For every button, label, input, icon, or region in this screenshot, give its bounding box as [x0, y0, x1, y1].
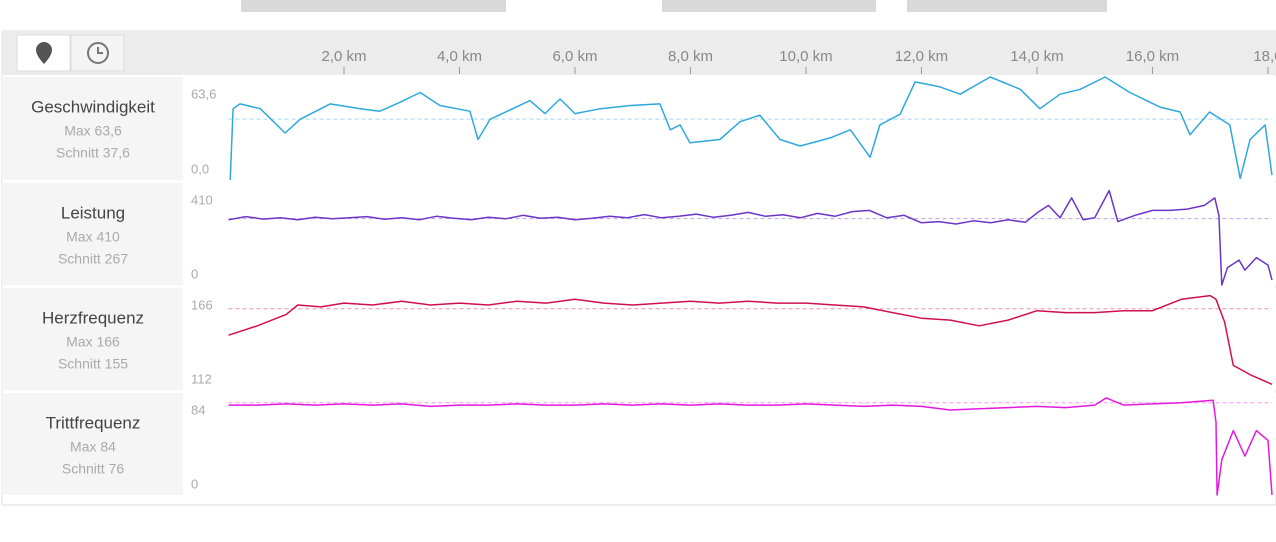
toolbar [2, 31, 1276, 75]
max-label: Max 410 [66, 229, 120, 245]
label-cell [2, 393, 183, 495]
x-tick-label: 4,0 km [437, 48, 482, 65]
x-tick-label: 8,0 km [668, 48, 713, 65]
avg-label: Schnitt 76 [62, 461, 124, 477]
data-line [228, 189, 1273, 286]
y-tick-label: 0 [191, 476, 198, 491]
map-toggle[interactable] [16, 34, 71, 72]
label-cell [2, 183, 183, 285]
placeholder-bar [907, 0, 1107, 12]
data-line [228, 294, 1273, 385]
avg-label: Schnitt 155 [58, 356, 128, 372]
x-tick-label: 2,0 km [321, 48, 366, 65]
row-title: Leistung [61, 203, 125, 222]
x-tick-label: 18,0 [1253, 48, 1276, 65]
placeholder-bar [662, 0, 876, 12]
placeholder-bar [241, 0, 506, 12]
row-title: Geschwindigkeit [31, 97, 155, 116]
avg-label: Schnitt 37,6 [56, 145, 130, 161]
y-tick-label: 166 [191, 297, 213, 312]
y-tick-label: 0,0 [191, 161, 209, 176]
avg-label: Schnitt 267 [58, 251, 128, 267]
max-label: Max 166 [66, 334, 120, 350]
x-tick-label: 6,0 km [552, 48, 597, 65]
time-toggle[interactable] [70, 34, 125, 72]
y-tick-label: 410 [191, 192, 213, 207]
plot-area [183, 77, 1276, 180]
data-line [228, 397, 1273, 496]
label-cell [2, 77, 183, 180]
y-tick-label: 63,6 [191, 86, 216, 101]
max-label: Max 63,6 [64, 123, 122, 139]
x-tick-label: 12,0 km [895, 48, 948, 65]
label-cell [2, 288, 183, 390]
y-tick-label: 0 [191, 266, 198, 281]
data-line [229, 76, 1273, 181]
y-tick-label: 112 [191, 371, 212, 386]
row-title: Herzfrequenz [42, 308, 144, 327]
plot-area [183, 183, 1276, 285]
row-title: Trittfrequenz [46, 413, 141, 432]
max-label: Max 84 [70, 439, 116, 455]
plot-area [183, 393, 1276, 495]
x-tick-label: 14,0 km [1010, 48, 1063, 65]
y-tick-label: 84 [191, 402, 205, 417]
x-tick-label: 10,0 km [779, 48, 832, 65]
x-tick-label: 16,0 km [1126, 48, 1179, 65]
